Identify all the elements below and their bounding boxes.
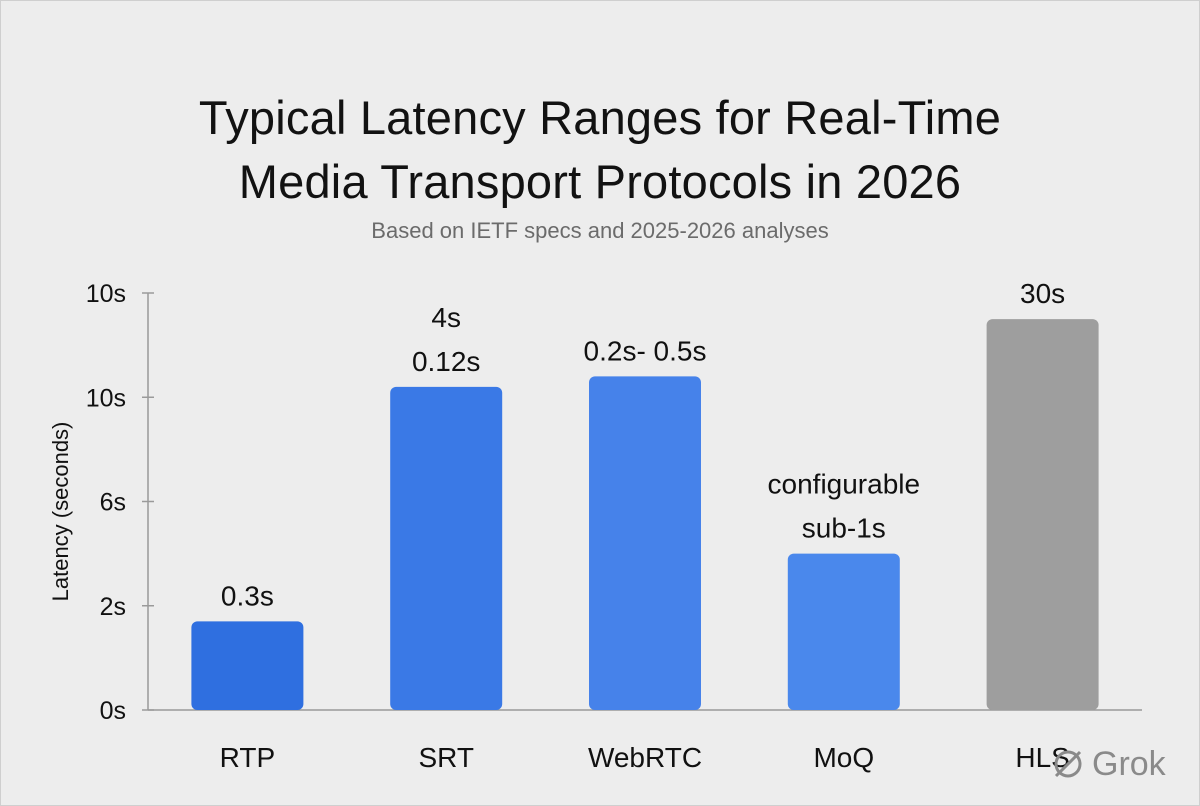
y-axis-title: Latency (seconds): [48, 422, 73, 602]
y-tick-label: 2s: [100, 593, 126, 621]
data-label: configurable: [768, 469, 921, 500]
y-tick-label: 0s: [100, 697, 126, 725]
bar-webrtc: [589, 376, 701, 710]
x-category-label: HLS: [1015, 742, 1069, 773]
y-tick-label: 6s: [100, 489, 126, 517]
x-category-label: WebRTC: [588, 742, 702, 773]
bar-rtp: [191, 621, 304, 710]
grok-watermark: Grok: [1050, 744, 1166, 784]
x-category-label: MoQ: [813, 742, 874, 773]
x-category-label: RTP: [220, 742, 276, 773]
data-label: 0.2s- 0.5s: [584, 335, 707, 366]
bar-hls: [986, 319, 1099, 710]
data-label: 0.3s: [221, 580, 274, 611]
bar-moq: [787, 553, 900, 710]
data-label: 30s: [1020, 278, 1065, 309]
chart-title-line-2: Media Transport Protocols in 2026: [238, 155, 962, 208]
grok-logo-icon: [1054, 750, 1082, 778]
watermark-text: Grok: [1092, 744, 1166, 783]
data-label: 4s: [431, 302, 461, 333]
data-label: 0.12s: [412, 346, 481, 377]
chart-subtitle: Based on IETF specs and 2025-2026 analys…: [371, 218, 829, 243]
bar-srt: [390, 386, 503, 710]
x-category-label: SRT: [418, 742, 474, 773]
y-tick-label: 10s: [86, 384, 126, 412]
chart-title-line-1: Typical Latency Ranges for Real-Time: [198, 91, 1002, 144]
y-tick-label: 10s: [86, 280, 126, 308]
data-label: sub-1s: [802, 513, 886, 544]
